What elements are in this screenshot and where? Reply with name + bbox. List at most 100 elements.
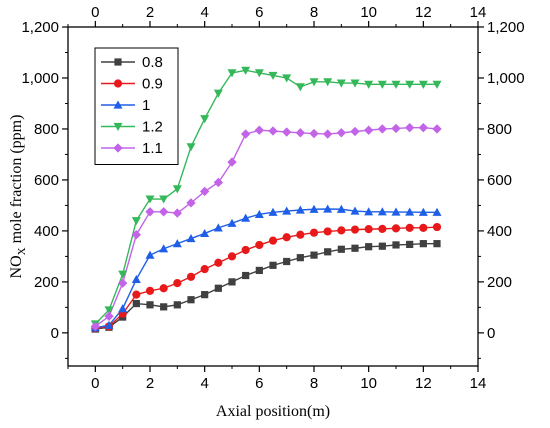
x-tick-label-bottom: 0 [91, 375, 99, 392]
x-tick-label-top: 10 [360, 4, 377, 21]
data-point-1 [145, 250, 155, 259]
data-point-1 [104, 320, 114, 329]
data-point-1 [350, 206, 360, 215]
x-tick-label-bottom: 14 [470, 375, 487, 392]
y-axis-title-rest: mole fraction (ppm) [8, 115, 25, 248]
data-point-0.8 [228, 278, 236, 286]
legend-marker-1.2 [113, 122, 123, 131]
data-point-0.8 [310, 251, 318, 259]
data-point-0.9 [173, 279, 182, 288]
data-point-0.8 [433, 240, 441, 248]
y-tick-label-left: 400 [34, 223, 59, 240]
data-point-0.9 [296, 230, 305, 239]
legend-marker-0.8 [114, 58, 122, 66]
data-point-1.2 [104, 306, 114, 315]
legend-label: 1 [142, 97, 150, 114]
y-tick-label-left: 1,000 [21, 70, 59, 87]
data-point-1.1 [418, 123, 429, 133]
data-point-1.1 [391, 123, 401, 134]
data-point-0.8 [406, 240, 414, 249]
plot-frame [67, 26, 479, 367]
data-point-1.2 [268, 71, 278, 80]
x-tick-label-top: 4 [200, 4, 208, 21]
series-line-0.9 [95, 226, 438, 329]
data-point-0.9 [391, 224, 401, 233]
data-point-1.1 [213, 177, 224, 188]
data-point-1.1 [240, 129, 251, 139]
data-point-1.1 [281, 127, 292, 137]
data-point-1 [323, 204, 333, 213]
data-point-1 [254, 209, 264, 218]
data-point-0.8 [201, 291, 209, 299]
data-point-0.9 [145, 286, 155, 295]
x-tick-label-top: 6 [255, 4, 263, 21]
data-point-1 [295, 205, 305, 214]
data-point-0.8 [392, 241, 400, 249]
data-point-1 [213, 223, 223, 232]
data-point-1.1 [377, 124, 388, 134]
y-tick-label-left: 600 [34, 172, 59, 189]
data-point-1.1 [350, 126, 360, 137]
data-point-1.1 [199, 186, 210, 197]
data-point-0.8 [242, 271, 250, 280]
data-point-1 [241, 213, 251, 222]
data-point-1 [377, 207, 387, 216]
data-point-0.8 [337, 245, 345, 253]
data-point-1 [131, 274, 141, 283]
legend-label: 0.9 [142, 76, 163, 93]
data-point-1.1 [268, 126, 278, 136]
x-tick-label-bottom: 4 [200, 375, 208, 392]
x-tick-label-bottom: 10 [360, 375, 377, 392]
data-point-1.2 [418, 80, 428, 89]
data-point-0.9 [282, 233, 291, 242]
legend-marker-0.9 [113, 79, 123, 88]
data-point-1.2 [309, 78, 319, 87]
legend: 0.8 0.9 1 1.2 1.1 [94, 47, 179, 165]
data-point-1.2 [186, 143, 196, 152]
x-tick-label-bottom: 8 [310, 375, 318, 392]
y-tick-label-right: 400 [487, 223, 512, 240]
data-point-0.8 [132, 299, 140, 308]
y-tick-label-left: 1,200 [21, 19, 59, 36]
data-point-1.2 [405, 80, 415, 89]
data-point-0.8 [365, 243, 373, 251]
data-point-1.2 [131, 217, 141, 226]
data-point-1 [418, 207, 428, 216]
legend-marker-1.1 [113, 143, 123, 153]
y-tick-label-right: 800 [487, 121, 512, 138]
legend-box [94, 47, 179, 165]
data-point-1 [364, 207, 374, 216]
data-point-1.2 [241, 66, 251, 75]
data-point-1.2 [172, 185, 182, 194]
data-point-1.1 [117, 278, 128, 288]
data-point-1.1 [404, 123, 415, 133]
data-point-1 [336, 204, 346, 213]
data-point-1.2 [432, 80, 442, 89]
data-point-0.9 [309, 228, 319, 237]
data-point-0.8 [146, 301, 154, 309]
y-tick-label-left: 0 [51, 325, 59, 342]
data-point-1.2 [254, 69, 264, 78]
data-point-1.1 [172, 208, 183, 218]
data-point-1 [172, 239, 182, 248]
data-point-1.2 [213, 89, 223, 98]
data-point-1.1 [309, 128, 319, 139]
data-point-1.2 [227, 69, 237, 78]
data-point-0.9 [405, 223, 414, 232]
data-point-0.8 [187, 296, 195, 304]
plot-area [67, 26, 479, 367]
data-point-1 [405, 207, 415, 216]
data-point-1.1 [322, 129, 333, 139]
data-point-1.2 [391, 80, 401, 89]
data-point-1 [227, 218, 237, 227]
data-point-0.9 [364, 225, 373, 234]
x-tick-label-bottom: 2 [146, 375, 154, 392]
data-point-0.9 [268, 236, 278, 245]
data-point-1 [432, 207, 442, 216]
data-point-1.1 [186, 198, 196, 208]
data-point-0.8 [173, 301, 181, 309]
data-point-1.2 [118, 270, 128, 279]
data-point-0.9 [132, 290, 141, 299]
data-point-1 [159, 244, 169, 253]
